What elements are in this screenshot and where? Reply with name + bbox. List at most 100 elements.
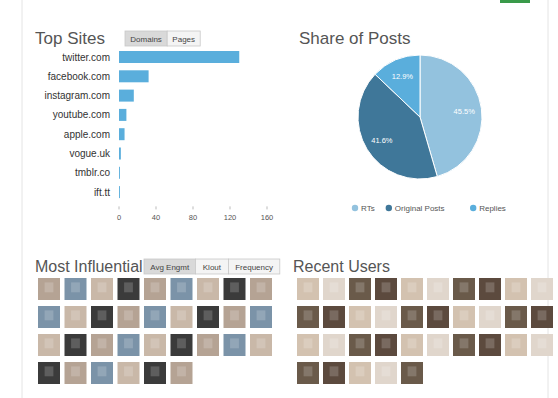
avatar[interactable] xyxy=(250,334,272,356)
avatar[interactable] xyxy=(531,306,553,328)
avatar-face xyxy=(151,282,160,292)
avatar[interactable] xyxy=(323,306,345,328)
avatar[interactable] xyxy=(38,306,60,328)
avatar[interactable] xyxy=(479,306,501,328)
avatar[interactable] xyxy=(427,306,449,328)
avatar[interactable] xyxy=(171,334,193,356)
avatar-face xyxy=(538,282,547,292)
avatar[interactable] xyxy=(349,306,371,328)
avatar[interactable] xyxy=(171,278,193,300)
avatar-face xyxy=(382,310,391,320)
avatar[interactable] xyxy=(65,278,87,300)
avatar[interactable] xyxy=(349,362,371,384)
section-title: Recent Users xyxy=(293,258,390,275)
avatar[interactable] xyxy=(297,306,319,328)
tab[interactable] xyxy=(167,31,200,46)
avatar-face xyxy=(204,310,213,320)
avatar-face xyxy=(45,338,54,348)
avatar[interactable] xyxy=(479,334,501,356)
avatar-face xyxy=(151,338,160,348)
avatar[interactable] xyxy=(349,278,371,300)
avatar[interactable] xyxy=(91,278,113,300)
avatar[interactable] xyxy=(144,306,166,328)
avatar[interactable] xyxy=(171,306,193,328)
avatar[interactable] xyxy=(38,278,60,300)
avatar-face xyxy=(124,282,133,292)
avatar[interactable] xyxy=(297,362,319,384)
avatar[interactable] xyxy=(118,334,140,356)
avatar-face xyxy=(230,310,239,320)
tab[interactable] xyxy=(195,259,228,274)
avatar[interactable] xyxy=(453,306,475,328)
avatar[interactable] xyxy=(401,362,423,384)
avatar-face xyxy=(434,338,443,348)
avatar[interactable] xyxy=(118,362,140,384)
avatar[interactable] xyxy=(453,334,475,356)
avatar-face xyxy=(304,282,313,292)
avatar[interactable] xyxy=(349,334,371,356)
avatar[interactable] xyxy=(401,306,423,328)
avatar[interactable] xyxy=(38,334,60,356)
avatar[interactable] xyxy=(118,306,140,328)
avatar[interactable] xyxy=(505,306,527,328)
avatar[interactable] xyxy=(375,306,397,328)
avatar[interactable] xyxy=(144,334,166,356)
avatar[interactable] xyxy=(427,334,449,356)
avatar[interactable] xyxy=(531,278,553,300)
avatar[interactable] xyxy=(65,306,87,328)
tab[interactable] xyxy=(144,259,195,274)
avatar-face xyxy=(177,310,186,320)
avatar[interactable] xyxy=(197,334,219,356)
avatar-face xyxy=(330,366,339,376)
bar xyxy=(119,148,121,160)
most-influential: Most InfluentialAvg EngmtKloutFrequency xyxy=(35,258,280,384)
avatar[interactable] xyxy=(38,362,60,384)
avatar[interactable] xyxy=(144,362,166,384)
avatar[interactable] xyxy=(323,362,345,384)
avatar[interactable] xyxy=(375,362,397,384)
category-label: ift.tt xyxy=(94,187,110,198)
avatar[interactable] xyxy=(323,278,345,300)
avatar[interactable] xyxy=(531,334,553,356)
avatar-face xyxy=(330,282,339,292)
avatar[interactable] xyxy=(197,306,219,328)
avatar[interactable] xyxy=(65,362,87,384)
category-label: tmblr.co xyxy=(75,167,110,178)
avatar[interactable] xyxy=(65,334,87,356)
avatar[interactable] xyxy=(224,306,246,328)
avatar[interactable] xyxy=(323,334,345,356)
avatar[interactable] xyxy=(401,334,423,356)
avatar[interactable] xyxy=(453,278,475,300)
tab-label: Pages xyxy=(172,35,195,44)
avatar[interactable] xyxy=(479,278,501,300)
avatar[interactable] xyxy=(118,278,140,300)
avatar[interactable] xyxy=(91,362,113,384)
avatar-face xyxy=(71,310,80,320)
tick xyxy=(119,206,120,209)
avatar-face xyxy=(177,282,186,292)
avatar[interactable] xyxy=(401,278,423,300)
avatar[interactable] xyxy=(224,278,246,300)
avatar[interactable] xyxy=(297,278,319,300)
avatar[interactable] xyxy=(91,334,113,356)
avatar[interactable] xyxy=(144,278,166,300)
avatar-face xyxy=(204,338,213,348)
tab[interactable] xyxy=(228,259,279,274)
avatar-face xyxy=(45,310,54,320)
chart-title: Top Sites xyxy=(35,29,105,48)
avatar[interactable] xyxy=(224,334,246,356)
avatar[interactable] xyxy=(375,334,397,356)
avatar[interactable] xyxy=(427,278,449,300)
avatar[interactable] xyxy=(197,278,219,300)
avatar[interactable] xyxy=(250,278,272,300)
tab[interactable] xyxy=(125,31,167,46)
avatar[interactable] xyxy=(505,278,527,300)
avatar[interactable] xyxy=(375,278,397,300)
avatar[interactable] xyxy=(91,306,113,328)
avatar[interactable] xyxy=(250,306,272,328)
avatar[interactable] xyxy=(171,362,193,384)
avatar[interactable] xyxy=(297,334,319,356)
bar xyxy=(119,186,120,198)
avatar[interactable] xyxy=(505,334,527,356)
avatar-face xyxy=(124,310,133,320)
